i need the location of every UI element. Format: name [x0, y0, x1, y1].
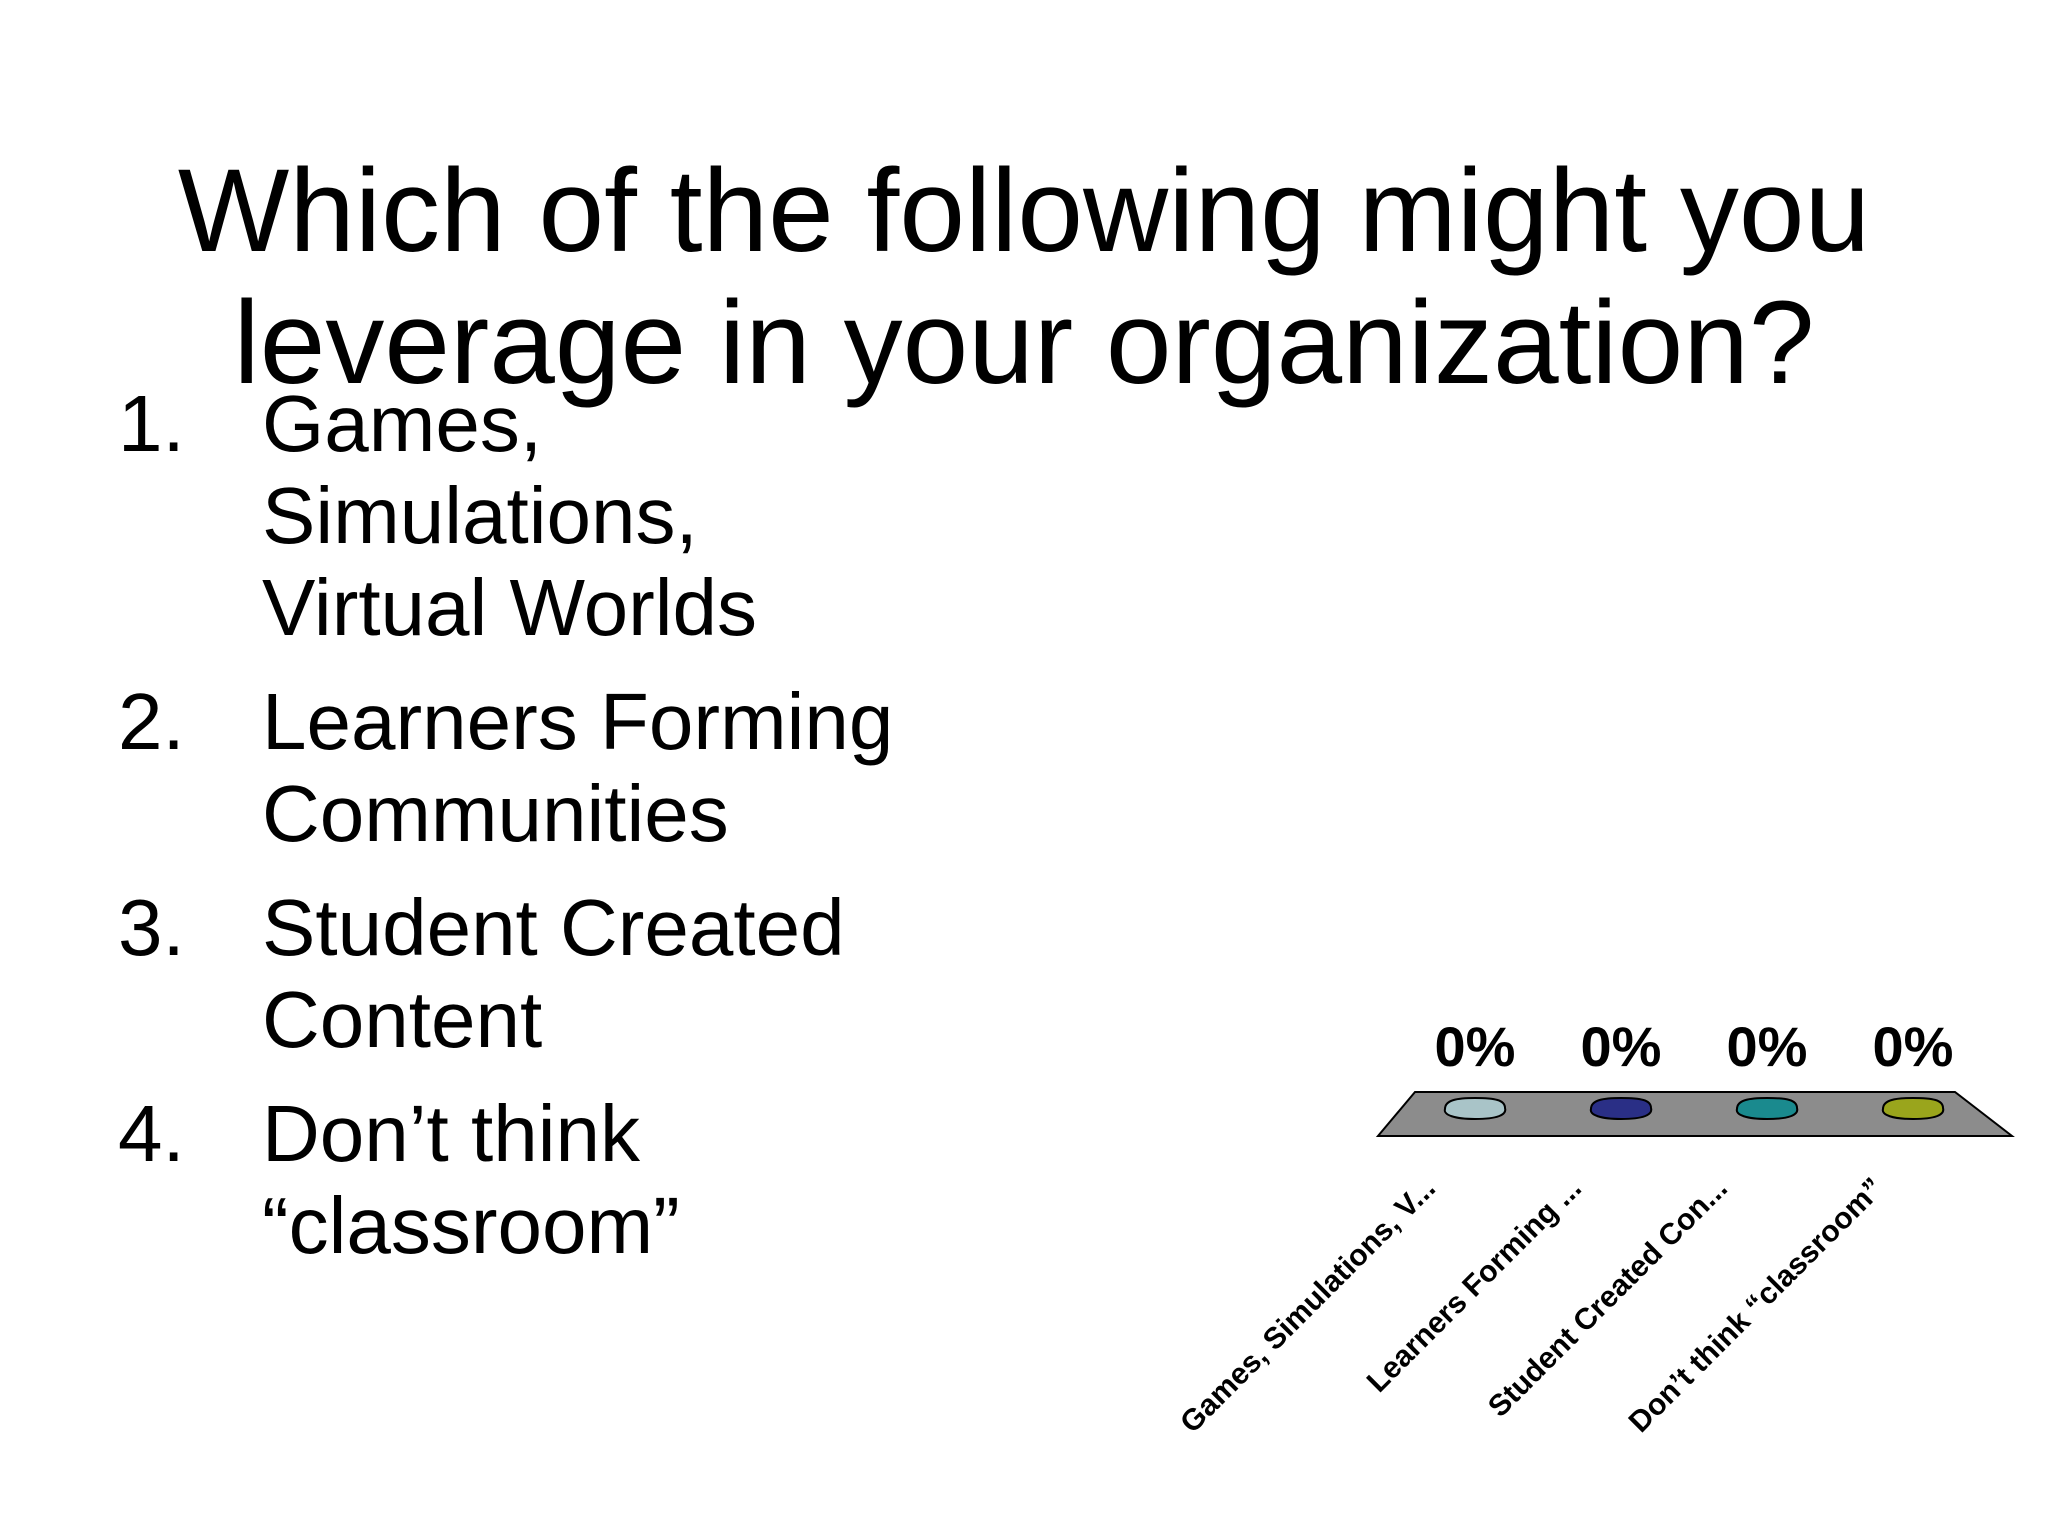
option-number: 3. [118, 883, 185, 972]
category-tick-label: Don’t think “classroom” [1623, 1172, 1890, 1439]
option-3: 3. Student Created Content [118, 882, 1078, 1066]
bar-data-label: 0% [1873, 1015, 1954, 1078]
title-line-2: leverage in your organization? [233, 277, 1815, 410]
bar-data-label: 0% [1435, 1015, 1516, 1078]
option-text-line: Student Created [262, 883, 845, 972]
option-text-line: Learners Forming [262, 677, 894, 766]
bar-data-label: 0% [1727, 1015, 1808, 1078]
chart-bar [1881, 1096, 1945, 1121]
option-text: Learners Forming Communities [262, 676, 1078, 860]
option-2: 2. Learners Forming Communities [118, 676, 1078, 860]
chart-bar [1735, 1096, 1799, 1121]
chart-bar [1589, 1096, 1653, 1121]
option-text-line: “classroom” [262, 1181, 680, 1270]
option-number: 1. [118, 379, 185, 468]
option-number: 2. [118, 677, 185, 766]
chart-floor [1375, 1091, 2015, 1137]
option-text-line: Content [262, 975, 543, 1064]
option-text-line: Simulations, [262, 471, 698, 560]
option-1: 1. Games, Simulations, Virtual Worlds [118, 378, 1078, 654]
category-tick-label: Games, Simulations, V... [1174, 1172, 1442, 1440]
title-line-1: Which of the following might you [177, 145, 1871, 278]
slide-title: Which of the following might you leverag… [0, 145, 2048, 409]
chart-bar [1443, 1096, 1507, 1121]
option-text: Student Created Content [262, 882, 1078, 1066]
bar-data-label: 0% [1581, 1015, 1662, 1078]
option-text-line: Don’t think [262, 1089, 640, 1178]
option-text: Don’t think “classroom” [262, 1088, 1078, 1272]
answer-options: 1. Games, Simulations, Virtual Worlds 2.… [118, 378, 1078, 1294]
option-text-line: Games, [262, 379, 543, 468]
option-text: Games, Simulations, Virtual Worlds [262, 378, 1078, 654]
option-text-line: Virtual Worlds [262, 563, 757, 652]
option-number: 4. [118, 1089, 185, 1178]
option-4: 4. Don’t think “classroom” [118, 1088, 1078, 1272]
option-text-line: Communities [262, 769, 729, 858]
